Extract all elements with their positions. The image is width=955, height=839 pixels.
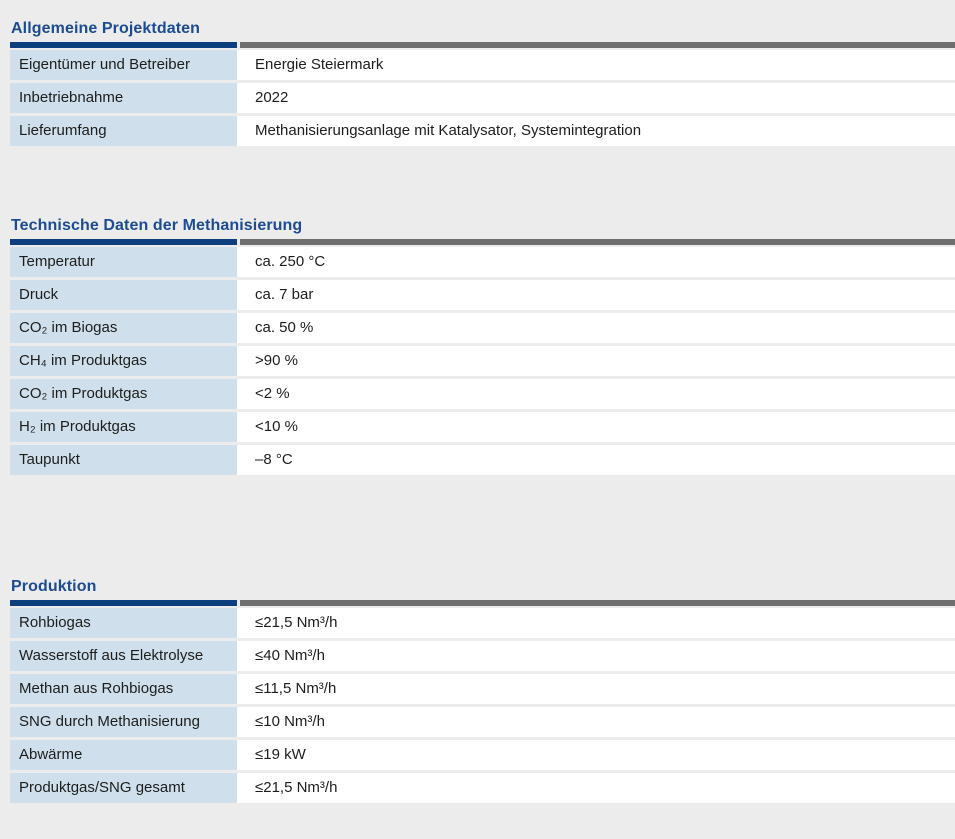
header-bar-blue-segment (10, 239, 237, 245)
row-value: ≤21,5 Nm³/h (255, 779, 338, 796)
table-row: Wasserstoff aus Elektrolyse ≤40 Nm³/h (10, 641, 955, 671)
table-row: Inbetriebnahme 2022 (10, 83, 955, 113)
section-title: Produktion (11, 578, 97, 595)
row-value: ca. 250 °C (255, 253, 326, 270)
table-rows: Rohbiogas ≤21,5 Nm³/h Wasserstoff aus El… (10, 608, 955, 803)
row-label: Abwärme (10, 740, 237, 770)
row-label: Produktgas/SNG gesamt (10, 773, 237, 803)
section-title: Allgemeine Projektdaten (11, 20, 201, 37)
row-label: Temperatur (10, 247, 237, 277)
header-bar-gray-segment (240, 600, 955, 606)
table-row: Methan aus Rohbiogas ≤11,5 Nm³/h (10, 674, 955, 704)
row-label: Rohbiogas (10, 608, 237, 638)
table-row: Eigentümer und Betreiber Energie Steierm… (10, 50, 955, 80)
table-row: Abwärme ≤19 kW (10, 740, 955, 770)
header-bar (10, 239, 955, 245)
row-label: CO₂ im Biogas (10, 313, 237, 343)
table-section: Produktion Rohbiogas ≤21,5 Nm³/h Wassers… (10, 577, 955, 803)
row-value: Methanisierungsanlage mit Katalysator, S… (255, 122, 642, 139)
row-value: 2022 (255, 89, 289, 106)
row-value: ca. 7 bar (255, 286, 314, 303)
row-value: ≤21,5 Nm³/h (255, 614, 338, 631)
table-section: Technische Daten der Methanisierung Temp… (10, 216, 955, 475)
row-value: ≤19 kW (255, 746, 306, 763)
header-bar-blue-segment (10, 600, 237, 606)
row-value: ≤10 Nm³/h (255, 713, 325, 730)
table-row: CO₂ im Produktgas <2 % (10, 379, 955, 409)
row-label: Eigentümer und Betreiber (10, 50, 237, 80)
table-row: Taupunkt –8 °C (10, 445, 955, 475)
header-bar-gray-segment (240, 239, 955, 245)
table-row: Temperatur ca. 250 °C (10, 247, 955, 277)
table-row: Druck ca. 7 bar (10, 280, 955, 310)
row-label: SNG durch Methanisierung (10, 707, 237, 737)
header-bar-gray-segment (240, 42, 955, 48)
row-value: >90 % (255, 352, 298, 369)
row-label: Lieferumfang (10, 116, 237, 146)
table-row: CH₄ im Produktgas >90 % (10, 346, 955, 376)
table-rows: Temperatur ca. 250 °C Druck ca. 7 bar CO… (10, 247, 955, 475)
row-value: ca. 50 % (255, 319, 314, 336)
row-value: –8 °C (255, 451, 293, 468)
row-label: Wasserstoff aus Elektrolyse (10, 641, 237, 671)
row-value: ≤40 Nm³/h (255, 647, 325, 664)
table-row: Produktgas/SNG gesamt ≤21,5 Nm³/h (10, 773, 955, 803)
datasheet-page: Allgemeine Projektdaten Eigentümer und B… (0, 19, 955, 803)
table-row: Lieferumfang Methanisierungsanlage mit K… (10, 116, 955, 146)
table-section: Allgemeine Projektdaten Eigentümer und B… (10, 19, 955, 146)
row-value: <10 % (255, 418, 298, 435)
header-bar (10, 42, 955, 48)
header-bar-blue-segment (10, 42, 237, 48)
row-label: CH₄ im Produktgas (10, 346, 237, 376)
table-row: CO₂ im Biogas ca. 50 % (10, 313, 955, 343)
row-value: ≤11,5 Nm³/h (255, 680, 337, 697)
row-label: Druck (10, 280, 237, 310)
row-value: <2 % (255, 385, 290, 402)
row-label: CO₂ im Produktgas (10, 379, 237, 409)
row-value: Energie Steiermark (255, 56, 384, 73)
row-label: Methan aus Rohbiogas (10, 674, 237, 704)
header-bar (10, 600, 955, 606)
table-row: Rohbiogas ≤21,5 Nm³/h (10, 608, 955, 638)
table-rows: Eigentümer und Betreiber Energie Steierm… (10, 50, 955, 146)
row-label: Taupunkt (10, 445, 237, 475)
table-row: SNG durch Methanisierung ≤10 Nm³/h (10, 707, 955, 737)
row-label: Inbetriebnahme (10, 83, 237, 113)
table-row: H₂ im Produktgas <10 % (10, 412, 955, 442)
section-title: Technische Daten der Methanisierung (11, 217, 303, 234)
row-label: H₂ im Produktgas (10, 412, 237, 442)
